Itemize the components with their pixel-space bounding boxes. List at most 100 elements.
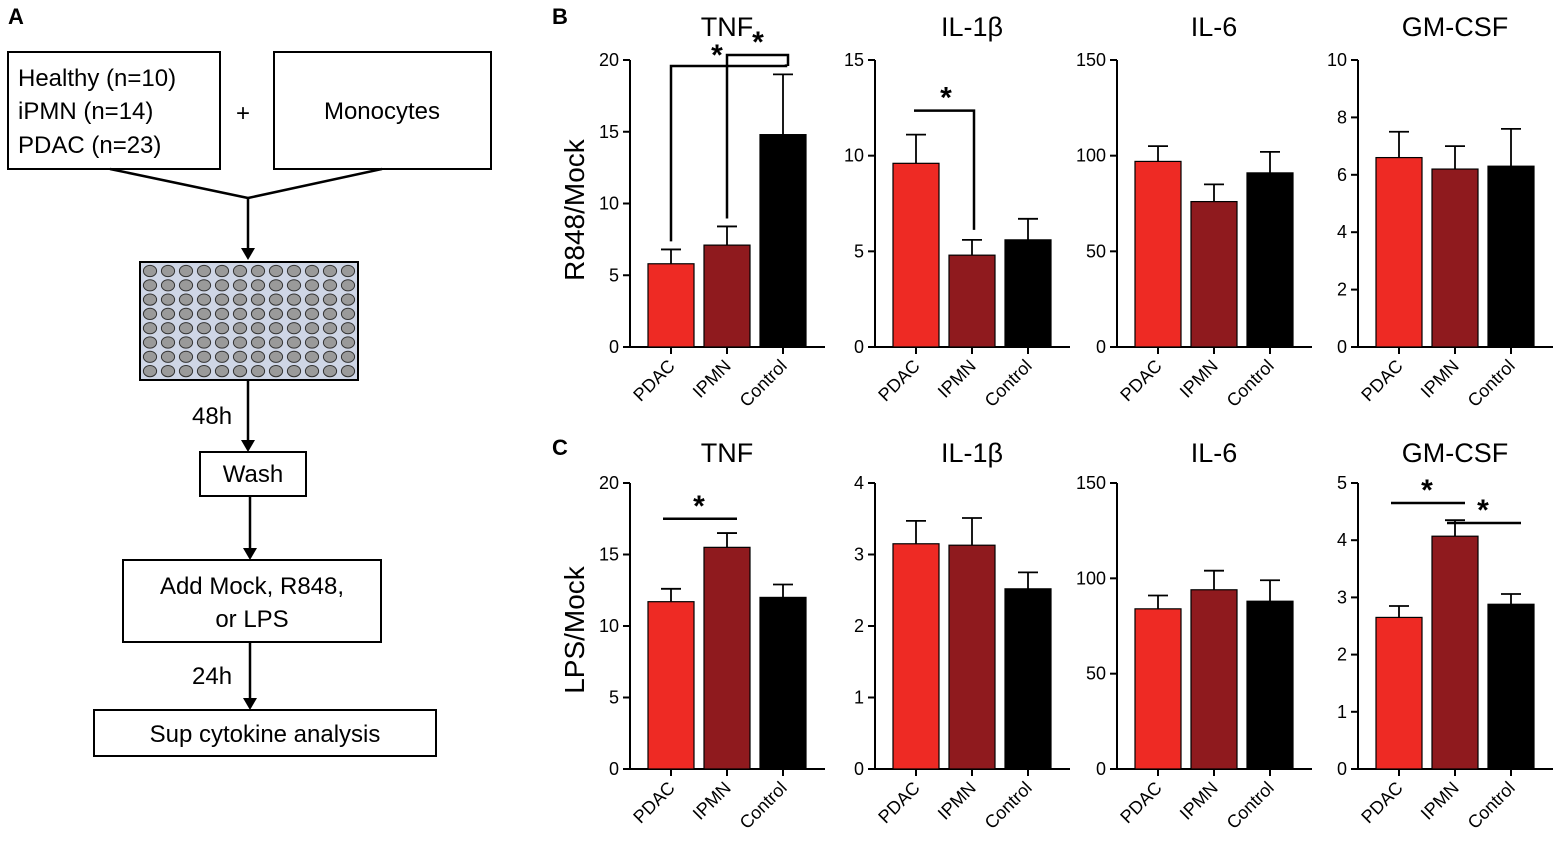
bar-pdac bbox=[892, 162, 940, 348]
plate-well bbox=[340, 293, 356, 306]
bar-ipmn bbox=[703, 546, 751, 770]
bar-pdac bbox=[892, 543, 940, 770]
plate-well bbox=[304, 264, 320, 278]
plate-well bbox=[196, 350, 212, 363]
plate-well bbox=[178, 322, 194, 335]
group-pdac: PDAC (n=23) bbox=[18, 132, 161, 159]
well-plate-icon bbox=[139, 261, 359, 381]
significance-star: * bbox=[752, 26, 764, 59]
plate-well bbox=[232, 322, 248, 335]
chart-c-il6: IL-6 0 50 100 150 PDAC IPMN Control bbox=[1076, 438, 1312, 833]
plate-well bbox=[322, 264, 338, 278]
bar-control bbox=[1004, 588, 1052, 770]
chart-title: GM-CSF bbox=[1402, 438, 1508, 468]
y-tick-label: 8 bbox=[1337, 107, 1347, 127]
y-tick-label: 2 bbox=[1337, 645, 1347, 665]
plate-well bbox=[286, 336, 302, 349]
y-tick-label: 10 bbox=[1327, 50, 1347, 70]
plate-well bbox=[340, 279, 356, 292]
plate-well bbox=[232, 279, 248, 292]
plate-well bbox=[160, 293, 176, 306]
plate-well bbox=[142, 350, 158, 363]
category-label: PDAC bbox=[874, 356, 924, 406]
plate-well bbox=[304, 336, 320, 349]
chart-c-tnf: TNF 0 5 10 15 20 PDAC IPMN Control * bbox=[599, 438, 825, 833]
y-tick-label: 15 bbox=[844, 50, 864, 70]
chart-title: TNF bbox=[701, 438, 753, 468]
plate-well bbox=[232, 350, 248, 363]
plate-well bbox=[250, 336, 266, 349]
plate-well bbox=[250, 350, 266, 363]
y-tick-label: 6 bbox=[1337, 165, 1347, 185]
y-tick-label: 15 bbox=[599, 545, 619, 565]
plate-well bbox=[160, 350, 176, 363]
plate-well bbox=[340, 365, 356, 378]
plate-well bbox=[142, 279, 158, 292]
significance-star: * bbox=[1421, 474, 1433, 507]
plate-well bbox=[196, 336, 212, 349]
add-treatment-box bbox=[122, 559, 382, 643]
plate-well bbox=[250, 279, 266, 292]
y-tick-label: 20 bbox=[599, 473, 619, 493]
plate-well bbox=[214, 293, 230, 306]
category-label: Control bbox=[736, 778, 791, 833]
plate-well bbox=[142, 336, 158, 349]
plate-well bbox=[304, 307, 320, 320]
plate-well bbox=[268, 264, 284, 278]
plate-well bbox=[178, 307, 194, 320]
arrow-head-add bbox=[243, 548, 257, 560]
plate-well bbox=[232, 293, 248, 306]
plate-well bbox=[268, 336, 284, 349]
arrow-head-analysis bbox=[243, 698, 257, 710]
merge-line-left bbox=[109, 167, 249, 200]
plate-well bbox=[322, 336, 338, 349]
chart-b-il1: IL-1β 0 5 10 15 PDAC IPMN Control * bbox=[844, 12, 1070, 411]
plate-well bbox=[160, 365, 176, 378]
category-label: Control bbox=[1223, 356, 1278, 411]
bar-control bbox=[1004, 239, 1052, 348]
plate-well bbox=[160, 279, 176, 292]
y-tick-label: 1 bbox=[1337, 702, 1347, 722]
category-label: PDAC bbox=[874, 778, 924, 828]
y-tick-label: 100 bbox=[1076, 146, 1106, 166]
plate-well bbox=[340, 350, 356, 363]
time-48h: 48h bbox=[192, 403, 232, 430]
panel-c-letter: C bbox=[552, 435, 568, 460]
plate-well bbox=[142, 307, 158, 320]
plate-well bbox=[178, 279, 194, 292]
chart-c-gmcsf: GM-CSF 0 1 2 3 4 5 PDAC IPMN Control * * bbox=[1337, 438, 1553, 833]
panel-a-workflow: A Healthy (n=10) iPMN (n=14) PDAC (n=23)… bbox=[7, 4, 492, 757]
bar-control bbox=[1487, 603, 1535, 770]
bar-ipmn bbox=[948, 544, 996, 770]
bar-control bbox=[759, 134, 807, 348]
y-tick-label: 2 bbox=[854, 616, 864, 636]
plate-well bbox=[178, 336, 194, 349]
plate-well bbox=[214, 350, 230, 363]
y-tick-label: 0 bbox=[854, 337, 864, 357]
plate-wells bbox=[142, 264, 356, 378]
y-tick-label: 100 bbox=[1076, 568, 1106, 588]
plate-well bbox=[304, 322, 320, 335]
plate-well bbox=[142, 264, 158, 278]
y-tick-label: 4 bbox=[1337, 530, 1347, 550]
y-tick-label: 2 bbox=[1337, 280, 1347, 300]
arrow-head-wash bbox=[241, 440, 255, 452]
plate-well bbox=[268, 307, 284, 320]
bar-ipmn bbox=[1431, 535, 1479, 770]
chart-title: IL-6 bbox=[1191, 12, 1238, 42]
category-label: IPMN bbox=[934, 356, 980, 402]
plate-well bbox=[340, 322, 356, 335]
plate-well bbox=[286, 307, 302, 320]
bar-pdac bbox=[647, 263, 695, 348]
plate-body bbox=[139, 261, 359, 381]
category-label: IPMN bbox=[1417, 778, 1463, 824]
plate-well bbox=[322, 307, 338, 320]
plate-well bbox=[340, 336, 356, 349]
plate-well bbox=[304, 350, 320, 363]
y-tick-label: 150 bbox=[1076, 473, 1106, 493]
category-label: IPMN bbox=[934, 778, 980, 824]
plate-well bbox=[268, 365, 284, 378]
y-tick-label: 150 bbox=[1076, 50, 1106, 70]
category-label: PDAC bbox=[1357, 778, 1407, 828]
y-tick-label: 20 bbox=[599, 50, 619, 70]
